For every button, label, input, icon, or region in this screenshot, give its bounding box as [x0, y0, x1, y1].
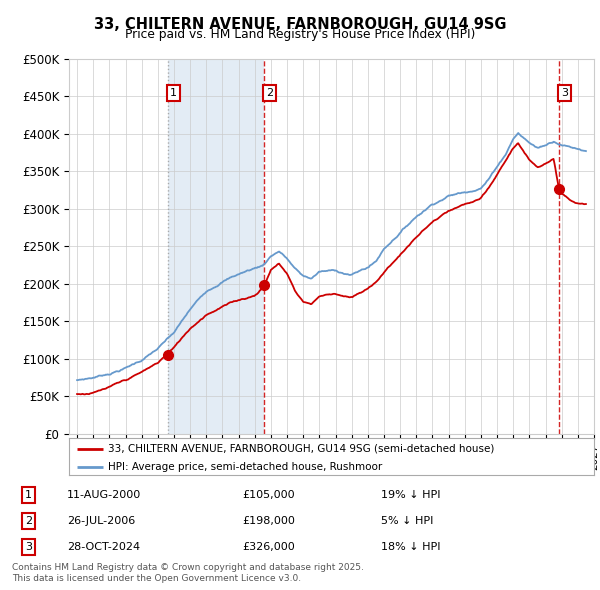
Text: 2: 2: [266, 88, 273, 98]
Text: 3: 3: [561, 88, 568, 98]
Text: 2: 2: [25, 516, 32, 526]
Text: 33, CHILTERN AVENUE, FARNBOROUGH, GU14 9SG (semi-detached house): 33, CHILTERN AVENUE, FARNBOROUGH, GU14 9…: [109, 444, 495, 454]
Text: 18% ↓ HPI: 18% ↓ HPI: [380, 542, 440, 552]
Text: 33, CHILTERN AVENUE, FARNBOROUGH, GU14 9SG: 33, CHILTERN AVENUE, FARNBOROUGH, GU14 9…: [94, 17, 506, 31]
Text: 11-AUG-2000: 11-AUG-2000: [67, 490, 141, 500]
Text: HPI: Average price, semi-detached house, Rushmoor: HPI: Average price, semi-detached house,…: [109, 462, 383, 472]
Text: 19% ↓ HPI: 19% ↓ HPI: [380, 490, 440, 500]
Text: 1: 1: [25, 490, 32, 500]
Text: £105,000: £105,000: [242, 490, 295, 500]
Text: 3: 3: [25, 542, 32, 552]
Text: £198,000: £198,000: [242, 516, 295, 526]
Text: 5% ↓ HPI: 5% ↓ HPI: [380, 516, 433, 526]
Text: £326,000: £326,000: [242, 542, 295, 552]
Text: 26-JUL-2006: 26-JUL-2006: [67, 516, 135, 526]
Text: Price paid vs. HM Land Registry's House Price Index (HPI): Price paid vs. HM Land Registry's House …: [125, 28, 475, 41]
Text: Contains HM Land Registry data © Crown copyright and database right 2025.
This d: Contains HM Land Registry data © Crown c…: [12, 563, 364, 583]
Bar: [559, 59, 594, 434]
Text: 1: 1: [170, 88, 177, 98]
Text: 28-OCT-2024: 28-OCT-2024: [67, 542, 140, 552]
Bar: [167, 59, 264, 434]
